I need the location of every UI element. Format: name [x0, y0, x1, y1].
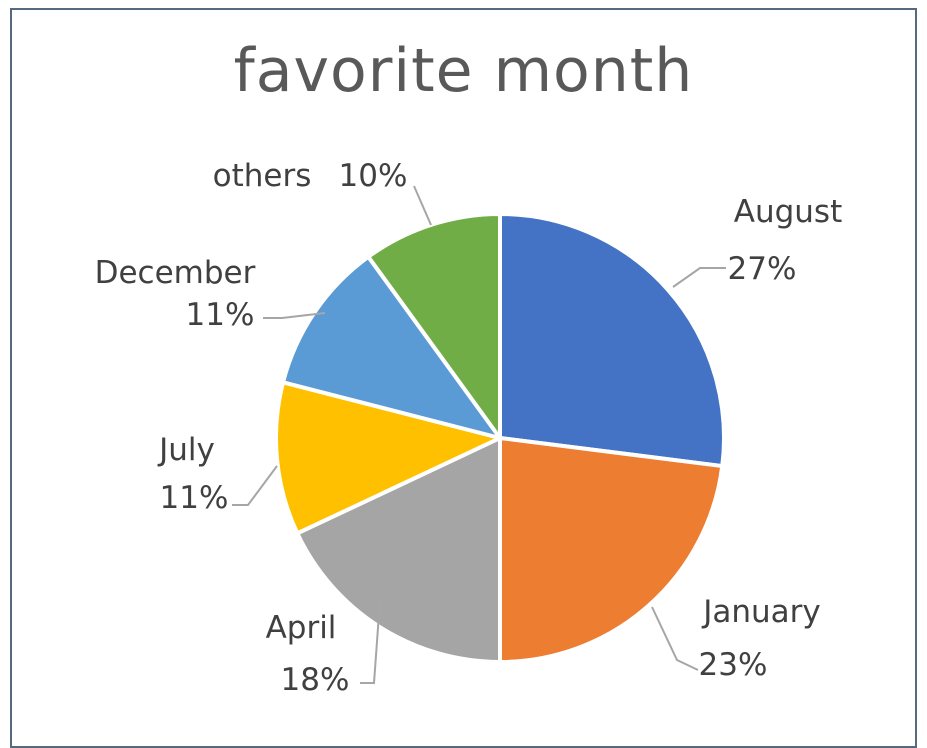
leader-line-others: [413, 185, 432, 226]
slice-label-december: December: [95, 255, 256, 291]
slice-percent-december: 11%: [186, 297, 255, 333]
pie-slice-august: [498, 212, 726, 469]
slice-label-others: others: [213, 158, 312, 194]
pie-slice-december: [281, 254, 502, 440]
leader-line-july: [232, 465, 278, 506]
leader-line-december: [263, 312, 326, 319]
pie-slice-april: [295, 436, 502, 664]
slice-percent-january: 23%: [699, 647, 768, 683]
pie-slice-january: [498, 436, 725, 664]
slice-percent-august: 27%: [728, 251, 797, 287]
leader-line-april: [360, 599, 381, 684]
pie-slice-july: [274, 380, 502, 536]
slice-percent-april: 18%: [281, 662, 350, 698]
leader-line-august: [672, 267, 726, 288]
slice-label-august: August: [734, 194, 843, 230]
slice-label-july: July: [157, 432, 215, 468]
slice-percent-july: 11%: [160, 480, 229, 516]
leader-line-january: [651, 606, 699, 671]
chart-title: favorite month: [233, 36, 694, 106]
slice-label-april: April: [266, 610, 337, 646]
slice-label-january: January: [701, 594, 821, 630]
slice-percent-others: 10%: [339, 158, 408, 194]
